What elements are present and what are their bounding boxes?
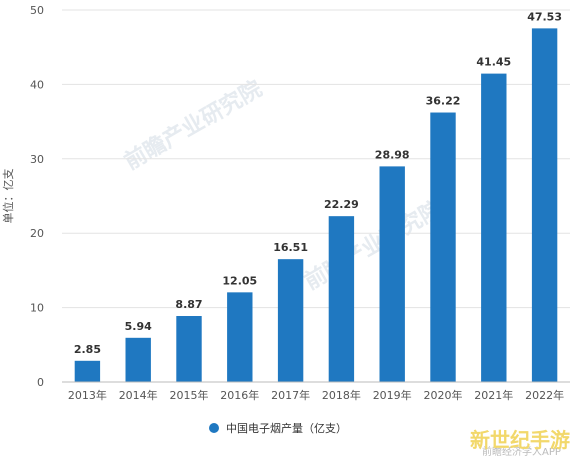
bar: [277, 259, 304, 382]
y-tick-label: 0: [37, 376, 44, 389]
bar: [481, 73, 507, 382]
bar-value-label: 22.29: [324, 198, 359, 211]
x-tick-label: 2019年: [373, 388, 412, 402]
bar-value-label: 41.45: [476, 56, 511, 69]
bar-value-label: 8.87: [175, 298, 202, 311]
bar: [379, 166, 405, 382]
y-axis-ticks: 0 10 20 30 40 50: [30, 4, 44, 389]
bar: [531, 28, 558, 382]
bar-value-label: 47.53: [527, 10, 562, 23]
bar: [125, 337, 151, 382]
y-tick-label: 40: [30, 78, 44, 91]
watermark-text-1: 前瞻产业研究院: [120, 76, 266, 176]
bar: [74, 360, 101, 382]
x-tick-label: 2018年: [322, 388, 361, 402]
corner-logo: 前瞻经济学人APP 新世纪手游: [470, 428, 570, 458]
x-tick-label: 2022年: [525, 388, 564, 402]
x-tick-label: 2020年: [424, 388, 463, 402]
bar-value-label: 12.05: [222, 274, 257, 287]
bar-value-label: 28.98: [375, 148, 410, 161]
y-tick-label: 20: [30, 227, 44, 240]
x-tick-label: 2015年: [170, 388, 209, 402]
legend: 中国电子烟产量（亿支）: [209, 421, 347, 435]
bars: [74, 28, 558, 383]
corner-logo-subtitle: 前瞻经济学人APP: [482, 445, 561, 458]
bar: [430, 112, 456, 383]
y-axis-label: 单位：亿支: [1, 169, 15, 224]
x-tick-label: 2016年: [220, 388, 259, 402]
watermark-text-2: 前瞻产业研究院: [300, 196, 446, 296]
y-tick-label: 50: [30, 4, 44, 17]
value-labels: 2.85 5.94 8.87 12.05 16.51 22.29 28.98 36.22 41.…: [74, 10, 562, 355]
bar-value-label: 16.51: [273, 241, 308, 254]
bar-value-label: 36.22: [426, 95, 461, 108]
y-tick-label: 10: [30, 302, 44, 315]
x-tick-label: 2021年: [474, 388, 513, 402]
legend-label: 中国电子烟产量（亿支）: [226, 421, 347, 435]
bar: [227, 292, 253, 382]
legend-marker: [209, 423, 219, 433]
corner-logo-text: 新世纪手游: [470, 428, 570, 452]
bar: [328, 216, 355, 382]
x-axis-ticks: 2013年 2014年 2015年 2016年 2017年 2018年 2019年 2020年…: [68, 388, 564, 402]
y-tick-label: 30: [30, 153, 44, 166]
bar-value-label: 2.85: [74, 343, 101, 356]
bar: [176, 316, 202, 382]
x-tick-label: 2014年: [119, 388, 158, 402]
x-tick-label: 2017年: [271, 388, 310, 402]
bar-value-label: 5.94: [125, 320, 152, 333]
x-tick-label: 2013年: [68, 388, 107, 402]
